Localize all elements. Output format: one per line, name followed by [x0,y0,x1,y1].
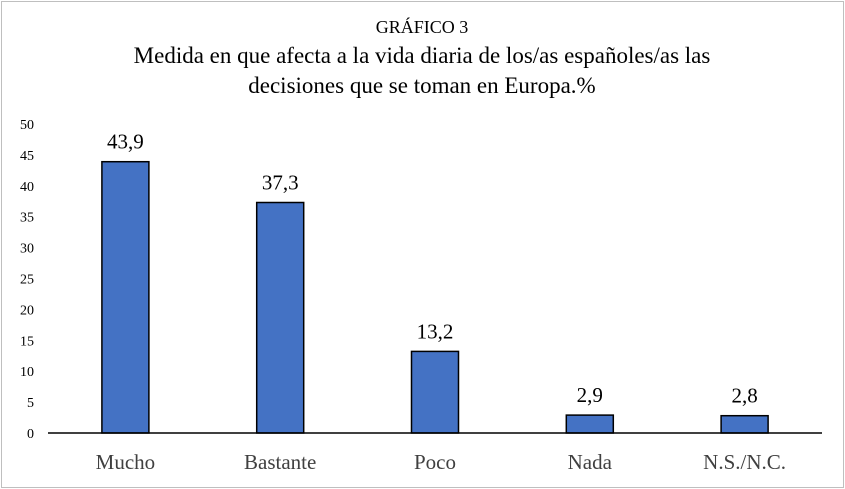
bar-poco [410,350,460,434]
bar-bastante [255,201,305,434]
y-tick-label: 40 [20,180,34,195]
y-tick-label: 25 [20,273,34,288]
y-tick-label: 30 [20,242,34,257]
chart-kicker: GRÁFICO 3 [376,16,469,37]
chart-title-line-1: Medida en que afecta a la vida diaria de… [134,43,711,68]
x-tick-label: Nada [568,450,613,474]
y-tick-label: 15 [20,334,34,349]
x-tick-label: Poco [414,450,456,474]
y-tick-label: 5 [27,396,34,411]
y-tick-label: 10 [20,365,34,380]
x-tick-label: Mucho [96,450,156,474]
data-label: 2,8 [731,384,757,408]
data-labels-group: 43,9 37,3 13,2 2,9 2,8 [107,130,758,408]
x-tick-label: Bastante [244,450,316,474]
y-tick-label: 50 [20,118,34,133]
x-axis-ticks: Mucho Bastante Poco Nada N.S./N.C. [96,450,786,474]
x-tick-label: N.S./N.C. [703,450,786,474]
y-tick-label: 35 [20,211,34,226]
bars-group [101,160,769,434]
y-tick-label: 20 [20,303,34,318]
data-label: 13,2 [417,319,454,343]
data-label: 37,3 [262,171,299,195]
y-tick-label: 0 [27,427,34,442]
data-label: 43,9 [107,130,144,154]
data-label: 2,9 [577,383,603,407]
chart-title-line-2: decisiones que se toman en Europa.% [248,73,595,98]
bar-n-s-n-c [720,414,769,434]
y-tick-label: 45 [20,149,34,164]
y-axis-ticks: 0 5 10 15 20 25 30 35 40 45 50 [20,118,34,442]
bar-mucho [101,160,150,434]
bar-nada [565,414,615,434]
